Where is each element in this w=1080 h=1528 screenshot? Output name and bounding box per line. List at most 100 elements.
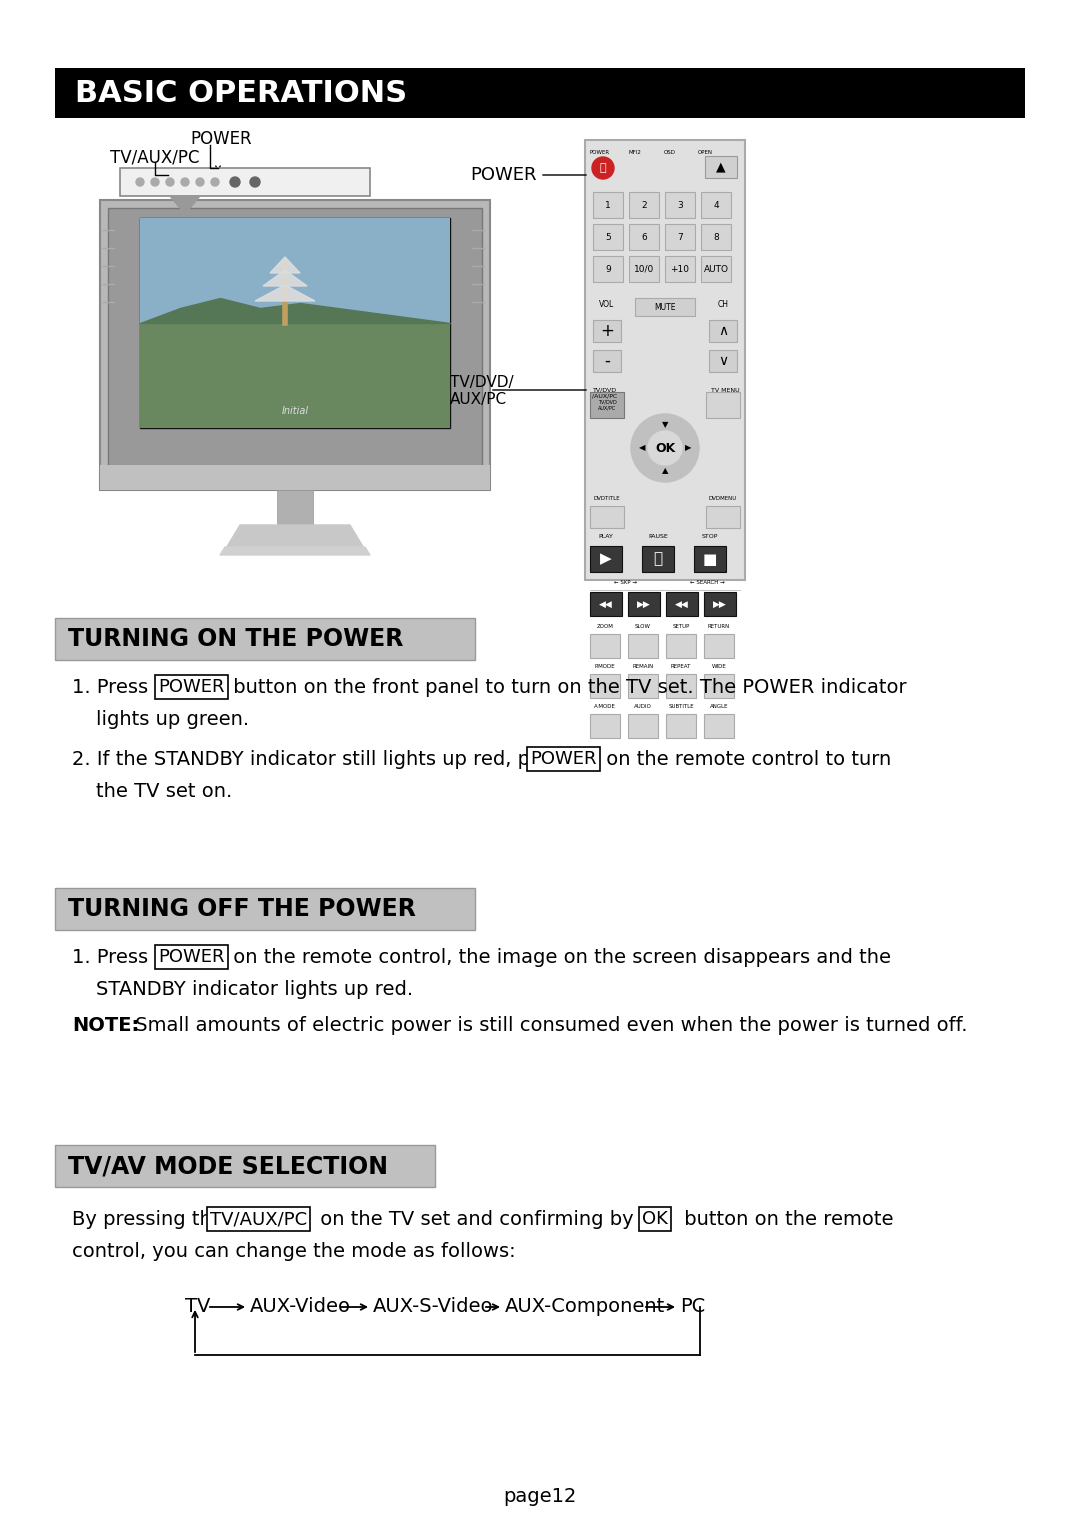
Text: ▲: ▲	[662, 466, 669, 475]
Polygon shape	[255, 286, 315, 301]
Text: TV/DVD/: TV/DVD/	[450, 374, 514, 390]
Bar	[706, 506, 740, 529]
Polygon shape	[220, 547, 370, 555]
Text: ← SKP →: ← SKP →	[613, 581, 636, 585]
Text: AUX-Component: AUX-Component	[505, 1297, 665, 1316]
Bar	[701, 257, 731, 283]
Text: TURNING ON THE POWER: TURNING ON THE POWER	[68, 626, 403, 651]
Bar	[590, 674, 620, 698]
Text: By pressing the: By pressing the	[72, 1210, 230, 1229]
Bar	[590, 634, 620, 659]
Circle shape	[166, 177, 174, 186]
Text: ANGLE: ANGLE	[710, 704, 728, 709]
Text: SUBTITLE: SUBTITLE	[669, 704, 693, 709]
Text: button on the remote: button on the remote	[678, 1210, 893, 1229]
Bar	[593, 193, 623, 219]
Text: ∨: ∨	[718, 354, 728, 368]
Bar	[704, 674, 734, 698]
Text: +10: +10	[671, 264, 689, 274]
Text: ▶▶: ▶▶	[637, 599, 651, 608]
Text: ▲: ▲	[716, 160, 726, 174]
Bar	[108, 208, 482, 481]
Circle shape	[631, 414, 699, 481]
Text: TV/AV MODE SELECTION: TV/AV MODE SELECTION	[68, 1154, 388, 1178]
Text: TV/DVD
/AUX/PC: TV/DVD /AUX/PC	[592, 388, 618, 399]
Bar	[666, 591, 698, 616]
Text: WIDE: WIDE	[712, 665, 727, 669]
Text: Initial: Initial	[282, 406, 309, 416]
Bar	[590, 545, 622, 571]
Bar	[629, 257, 659, 283]
Text: PLAY: PLAY	[598, 533, 613, 539]
Circle shape	[136, 177, 144, 186]
Text: POWER: POWER	[190, 130, 252, 148]
Text: POWER: POWER	[530, 750, 596, 769]
Bar	[55, 888, 475, 931]
Text: 7: 7	[677, 232, 683, 241]
Text: AUX/PC: AUX/PC	[450, 393, 508, 406]
Bar	[666, 674, 696, 698]
Bar	[666, 714, 696, 738]
Text: OSD: OSD	[664, 150, 676, 154]
Bar	[706, 393, 740, 419]
Text: 1. Press: 1. Press	[72, 678, 154, 697]
Text: TURNING OFF THE POWER: TURNING OFF THE POWER	[68, 897, 416, 921]
Bar	[708, 350, 737, 371]
Bar	[585, 141, 745, 581]
Bar	[55, 69, 1025, 118]
Text: SETUP: SETUP	[673, 623, 690, 630]
Circle shape	[249, 177, 260, 186]
Bar	[593, 257, 623, 283]
Bar	[593, 225, 623, 251]
Text: ◀: ◀	[638, 443, 645, 452]
Text: ZOOM: ZOOM	[596, 623, 613, 630]
Text: the TV set on.: the TV set on.	[96, 782, 232, 801]
Text: PC: PC	[680, 1297, 705, 1316]
Text: ⏸: ⏸	[653, 552, 662, 567]
Text: OK: OK	[642, 1210, 667, 1229]
Text: on the remote control, the image on the screen disappears and the: on the remote control, the image on the …	[227, 947, 891, 967]
Text: NOTE:: NOTE:	[72, 1016, 139, 1034]
Circle shape	[592, 157, 615, 179]
Text: 1: 1	[605, 200, 611, 209]
Text: AUX-Video: AUX-Video	[249, 1297, 351, 1316]
Circle shape	[181, 177, 189, 186]
Bar	[694, 545, 726, 571]
Text: OK: OK	[654, 442, 675, 454]
Bar	[704, 591, 735, 616]
Text: ← SEARCH →: ← SEARCH →	[690, 581, 725, 585]
Text: page12: page12	[503, 1487, 577, 1507]
Text: A.MODE: A.MODE	[594, 704, 616, 709]
Text: ▶: ▶	[600, 552, 612, 567]
Text: 10/0: 10/0	[634, 264, 654, 274]
Text: ▶: ▶	[685, 443, 691, 452]
Text: lights up green.: lights up green.	[96, 711, 249, 729]
Text: CH: CH	[717, 299, 729, 309]
Text: TV: TV	[185, 1297, 211, 1316]
Polygon shape	[225, 526, 365, 550]
Text: REPEAT: REPEAT	[671, 665, 691, 669]
Bar	[276, 490, 313, 526]
Text: ⏻: ⏻	[599, 163, 606, 173]
Bar	[704, 634, 734, 659]
Bar	[629, 193, 659, 219]
Text: 2: 2	[642, 200, 647, 209]
Bar	[593, 319, 621, 342]
Text: DVDMENU: DVDMENU	[708, 497, 738, 501]
Text: REMAIN: REMAIN	[633, 665, 653, 669]
Bar	[590, 506, 624, 529]
Bar	[665, 257, 696, 283]
Bar	[140, 219, 450, 428]
Text: OPEN: OPEN	[698, 150, 713, 154]
Text: button on the front panel to turn on the TV set. The POWER indicator: button on the front panel to turn on the…	[227, 678, 906, 697]
Text: TV/AUX/PC: TV/AUX/PC	[110, 148, 200, 167]
Bar	[701, 193, 731, 219]
Bar	[120, 168, 370, 196]
Text: ▶▶: ▶▶	[713, 599, 727, 608]
Circle shape	[648, 431, 681, 465]
Text: 9: 9	[605, 264, 611, 274]
Text: POWER: POWER	[470, 167, 537, 183]
Bar	[100, 465, 490, 490]
Text: ∧: ∧	[718, 324, 728, 338]
Text: 3: 3	[677, 200, 683, 209]
